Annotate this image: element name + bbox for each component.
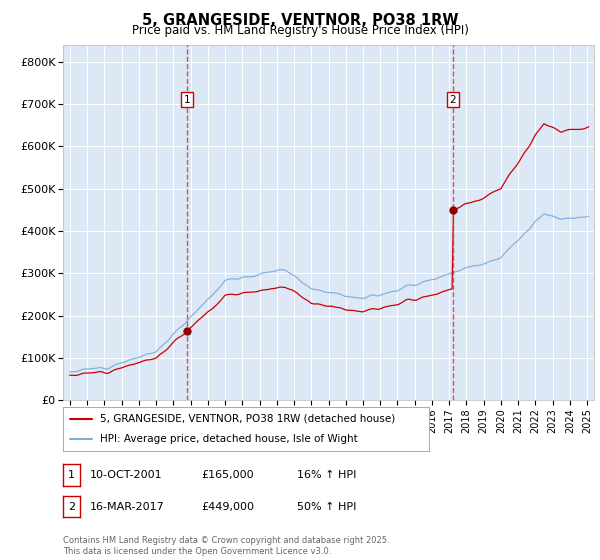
Text: Price paid vs. HM Land Registry's House Price Index (HPI): Price paid vs. HM Land Registry's House … [131,24,469,37]
Text: 1: 1 [68,470,75,480]
Text: £449,000: £449,000 [201,502,254,512]
Text: Contains HM Land Registry data © Crown copyright and database right 2025.
This d: Contains HM Land Registry data © Crown c… [63,536,389,556]
Text: £165,000: £165,000 [201,470,254,480]
Text: 5, GRANGESIDE, VENTNOR, PO38 1RW (detached house): 5, GRANGESIDE, VENTNOR, PO38 1RW (detach… [100,414,395,424]
Text: 5, GRANGESIDE, VENTNOR, PO38 1RW: 5, GRANGESIDE, VENTNOR, PO38 1RW [142,13,458,28]
Text: 16% ↑ HPI: 16% ↑ HPI [297,470,356,480]
Text: HPI: Average price, detached house, Isle of Wight: HPI: Average price, detached house, Isle… [100,434,358,444]
Text: 16-MAR-2017: 16-MAR-2017 [90,502,165,512]
Text: 2: 2 [449,95,456,105]
Text: 50% ↑ HPI: 50% ↑ HPI [297,502,356,512]
Text: 1: 1 [184,95,190,105]
Text: 10-OCT-2001: 10-OCT-2001 [90,470,163,480]
Text: 2: 2 [68,502,75,512]
